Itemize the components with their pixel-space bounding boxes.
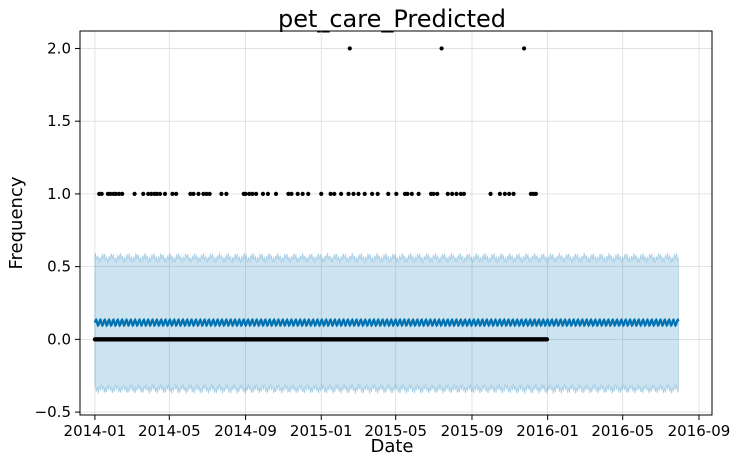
observed-point-793 [488, 191, 493, 197]
observed-point-774 [351, 191, 356, 197]
observed-point-748 [188, 191, 193, 197]
observed-point-746 [170, 191, 175, 197]
observed-point-758 [247, 191, 252, 197]
x-axis-title: Date [370, 436, 413, 457]
y-axis-title: Frequency [6, 176, 27, 269]
observed-point-775 [356, 191, 361, 197]
x-tick-label-2: 2014-09 [214, 422, 277, 440]
observed-point-729 [544, 337, 550, 342]
x-tick-label-3: 2015-01 [290, 422, 353, 440]
observed-point-791 [458, 191, 463, 197]
observed-point-794 [497, 191, 502, 197]
x-tick-label-7: 2016-05 [591, 422, 654, 440]
observed-point-733 [108, 191, 113, 197]
y-tick-label-5: 2.0 [47, 39, 71, 57]
observed-point-769 [319, 191, 324, 197]
forecast-line [93, 317, 680, 328]
observed-point-771 [332, 191, 337, 197]
observed-point-749 [191, 191, 196, 197]
observed-point-754 [219, 191, 224, 197]
observed-point-777 [370, 191, 375, 197]
observed-point-761 [260, 191, 266, 197]
x-tick-label-0: 2014-01 [64, 422, 127, 440]
y-tick-label-3: 1.0 [47, 185, 71, 203]
observed-point-757 [243, 191, 248, 197]
observed-point-770 [328, 191, 333, 197]
observed-point-743 [154, 191, 160, 197]
observed-point-735 [113, 191, 119, 197]
observed-point-745 [162, 191, 168, 197]
y-tick-label-1: 0.0 [47, 330, 71, 348]
observed-point-780 [394, 191, 399, 197]
observed-point-739 [141, 191, 146, 197]
observed-point-762 [265, 191, 271, 197]
observed-point-803 [521, 46, 527, 51]
observed-point-753 [207, 191, 212, 197]
observed-point-786 [431, 191, 436, 197]
observed-point-741 [149, 191, 154, 197]
observed-point-776 [362, 191, 367, 197]
observed-point-801 [347, 46, 352, 51]
observed-point-759 [250, 191, 255, 197]
observed-point-751 [201, 191, 206, 197]
observed-point-767 [300, 191, 305, 197]
observed-point-792 [461, 191, 467, 197]
observed-point-783 [409, 191, 414, 197]
x-tick-label-1: 2014-05 [138, 422, 201, 440]
observed-point-778 [375, 191, 380, 197]
observed-point-765 [289, 191, 294, 197]
y-tick-label-4: 1.5 [47, 112, 71, 130]
observed-point-802 [439, 46, 444, 51]
observed-point-760 [254, 191, 259, 197]
observed-point-763 [273, 191, 279, 197]
y-tick-label-0: −0.5 [35, 403, 71, 421]
observed-points [92, 46, 550, 342]
observed-point-797 [511, 191, 516, 197]
observed-point-744 [157, 191, 163, 197]
x-tick-label-6: 2016-01 [516, 422, 579, 440]
observed-point-773 [346, 191, 351, 197]
observed-point-787 [435, 191, 440, 197]
observed-point-790 [454, 191, 459, 197]
forecast-series-line [93, 317, 680, 328]
observed-point-800 [533, 191, 538, 197]
observed-point-779 [386, 191, 391, 197]
observed-point-795 [502, 191, 507, 197]
observed-point-737 [120, 191, 125, 197]
observed-point-731 [99, 191, 104, 197]
observed-point-768 [306, 191, 311, 197]
observed-point-782 [405, 191, 410, 197]
observed-point-750 [196, 191, 201, 197]
observed-point-752 [204, 191, 209, 197]
observed-point-772 [339, 191, 344, 197]
observed-point-738 [132, 191, 137, 197]
x-axis-ticks: 2014-01 2014-05 2014-09 2015-01 2015-05 2015-… [64, 415, 731, 440]
observed-point-784 [416, 191, 421, 197]
observed-point-755 [224, 191, 229, 197]
observed-point-796 [507, 191, 512, 197]
x-tick-label-8: 2016-09 [668, 422, 731, 440]
x-tick-label-5: 2015-09 [441, 422, 504, 440]
observed-point-789 [450, 191, 455, 197]
observed-point-788 [445, 191, 450, 197]
observed-point-766 [295, 191, 300, 197]
observed-point-740 [146, 191, 151, 197]
y-axis-ticks: −0.5 0.0 0.5 1.0 1.5 2.0 [35, 39, 80, 421]
y-tick-label-2: 0.5 [47, 258, 71, 276]
observed-point-747 [174, 191, 179, 197]
observed-point-764 [286, 191, 291, 197]
chart-title: pet_care_Predicted [278, 5, 506, 33]
observed-point-736 [116, 191, 122, 197]
x-tick-label-4: 2015-05 [364, 422, 427, 440]
